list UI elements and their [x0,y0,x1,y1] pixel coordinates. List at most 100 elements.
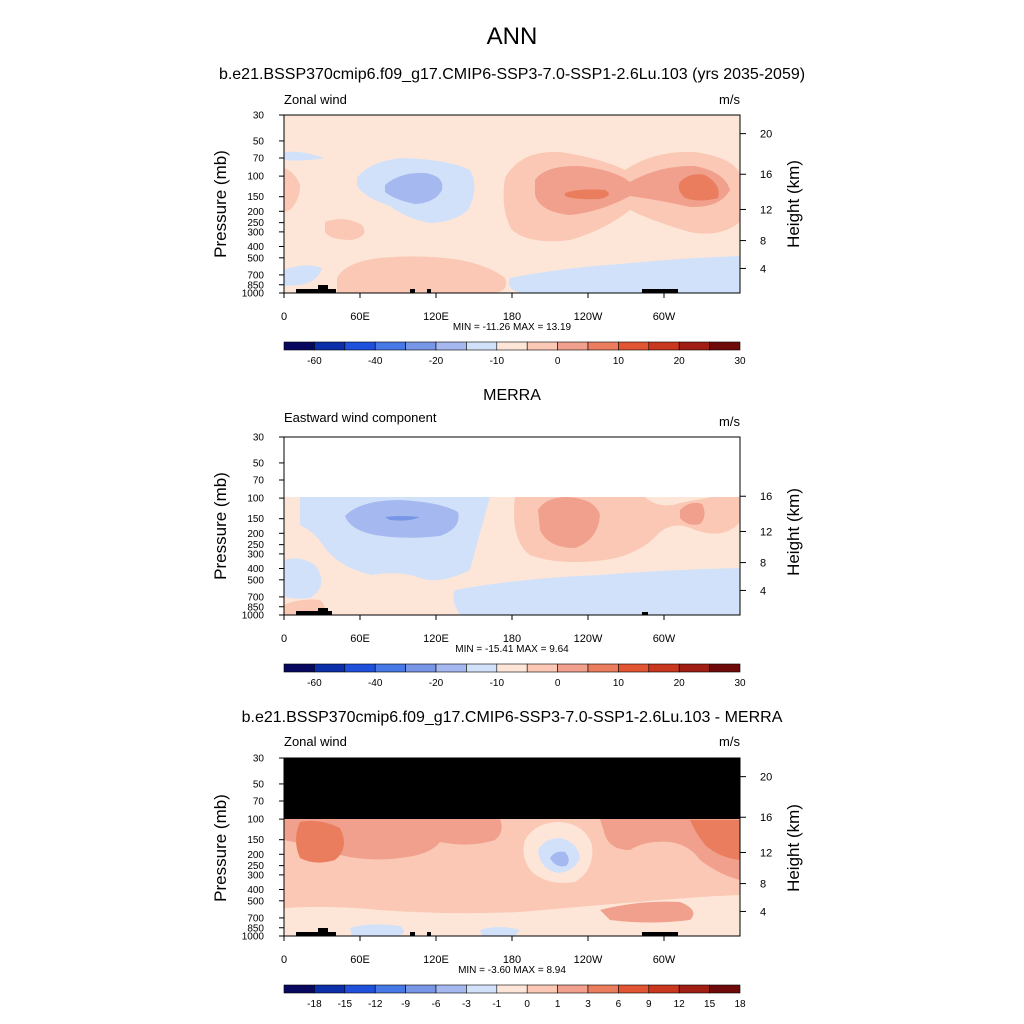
x-tick-label: 60W [653,954,676,966]
x-tick-label: 0 [281,954,287,966]
contour-band [550,851,569,867]
y-tick-label: 70 [253,797,265,808]
contour-band [284,265,322,286]
colorbar-box [678,663,710,673]
colorbar-box [557,984,589,994]
topography-block [427,932,431,936]
contour-band [296,820,344,863]
colorbar: -60 -40 -20 -10 0 10 20 30 [283,341,746,367]
y-tick-label: 200 [247,850,264,861]
units-label: m/s [719,734,740,749]
y-tick-label: 300 [247,549,264,560]
colorbar-box [496,341,528,351]
colorbar-label: -40 [368,678,383,689]
y-tick-label: 500 [247,253,264,264]
topography-block [642,932,678,936]
y-tick-label: 30 [253,111,265,122]
y2-axis-title: Height (km) [784,488,803,576]
colorbar-box [466,663,498,673]
y-tick-label: 500 [247,896,264,907]
colorbar-label: -20 [429,678,444,689]
topography-block [296,289,336,293]
colorbar-box [435,341,467,351]
contour-band [385,516,420,521]
x-tick-label: 60W [653,311,676,323]
y-tick-label: 70 [253,154,265,165]
contour-band [535,165,730,215]
longitude-axis: 0 60E 120E 180 120W 60W [281,936,676,966]
contour-band [284,168,300,212]
left-label: Zonal wind [284,734,347,749]
units-label: m/s [719,92,740,107]
colorbar-label: -18 [307,999,322,1010]
height-axis: 4 8 12 16 [740,491,772,597]
height-tick-label: 16 [760,812,772,824]
colorbar-box [405,984,437,994]
colorbar-box [314,341,346,351]
left-label: Zonal wind [284,92,347,107]
y-axis-title: Pressure (mb) [211,472,230,580]
topography-block [642,289,678,293]
colorbar-label: -10 [490,678,505,689]
x-tick-label: 0 [281,633,287,645]
topography-block [410,932,415,936]
colorbar-box [374,984,406,994]
colorbar-label: -3 [462,999,471,1010]
colorbar-box [709,341,741,351]
colorbar-box [526,663,558,673]
contour-field [284,115,740,293]
contour-band [690,820,740,860]
y-tick-label: 30 [253,754,265,765]
y-tick-label: 850 [247,280,264,291]
y-tick-label: 500 [247,575,264,586]
y-tick-label: 700 [247,270,264,281]
min-max-stats: MIN = -11.26 MAX = 13.19 [453,322,572,333]
left-label: Eastward wind component [284,410,437,425]
colorbar-label: -6 [432,999,441,1010]
min-max-stats: MIN = -15.41 MAX = 9.64 [455,644,569,655]
y-tick-label: 300 [247,870,264,881]
colorbar-box [405,663,437,673]
y-tick-label: 400 [247,885,264,896]
colorbar-box [618,341,650,351]
longitude-axis: 0 60E 120E 180 120W 60W [281,615,676,645]
y-tick-label: 50 [253,779,265,790]
y-tick-label: 250 [247,540,264,551]
y-tick-label: 200 [247,529,264,540]
colorbar-box [344,984,376,994]
panel-title: b.e21.BSSP370cmip6.f09_g17.CMIP6-SSP3-7.… [242,709,783,726]
colorbar-box [648,663,680,673]
colorbar-box [618,984,650,994]
colorbar-label: 15 [704,999,716,1010]
masked-region [284,758,740,819]
colorbar-box [283,984,315,994]
colorbar-box [466,984,498,994]
height-tick-label: 8 [760,236,766,248]
colorbar-box [314,663,346,673]
x-tick-label: 120E [423,311,449,323]
colorbar-label: -20 [429,356,444,367]
x-tick-label: 180 [503,954,521,966]
y2-axis-title: Height (km) [784,160,803,248]
height-tick-label: 4 [760,263,766,275]
y-tick-label: 150 [247,835,264,846]
contour-band [284,151,325,161]
contour-band [680,502,705,525]
main-title: ANN [487,23,538,50]
y-tick-label: 1000 [242,932,265,943]
colorbar: -18 -15 -12 -9 -6 -3 -1 0 1 3 6 9 12 15 18 [283,984,746,1010]
height-axis: 4 8 12 16 20 [740,129,772,275]
height-tick-label: 16 [760,491,772,503]
colorbar-label: 3 [585,999,591,1010]
colorbar-label: 30 [734,356,746,367]
height-tick-label: 12 [760,526,772,538]
contour-band [385,172,443,204]
x-tick-label: 180 [503,633,521,645]
colorbar-box [587,663,619,673]
x-tick-label: 120E [423,633,449,645]
x-tick-label: 60E [350,311,370,323]
